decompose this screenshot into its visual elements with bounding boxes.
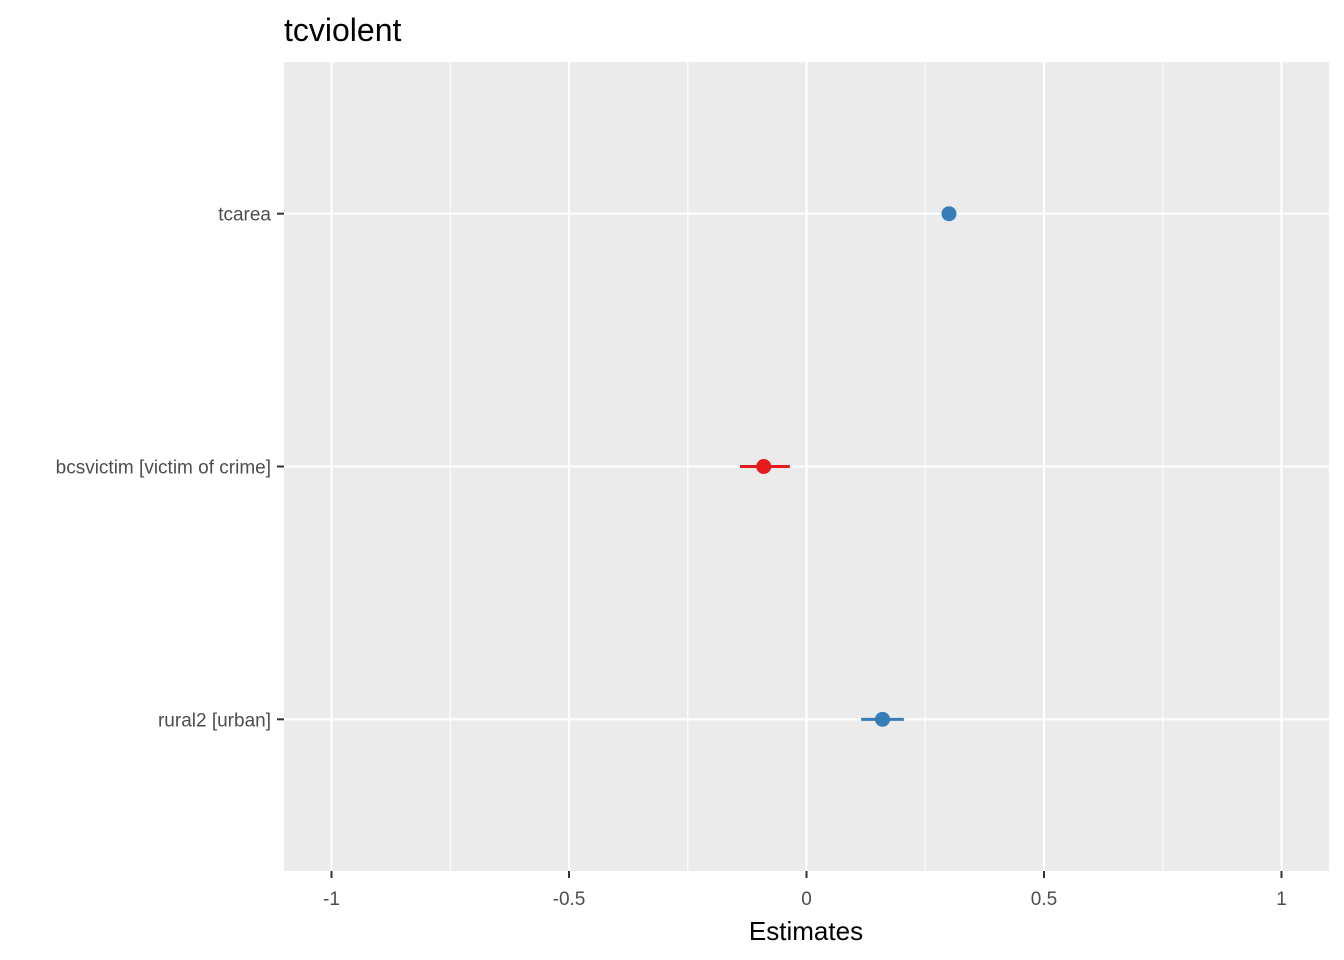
- y-tick-label: bcsvictim [victim of crime]: [56, 458, 271, 479]
- estimate-point: [941, 206, 957, 222]
- x-tick-label: -0.5: [553, 889, 586, 910]
- major-gridlines: [284, 62, 1329, 871]
- estimate-marks: [740, 206, 957, 727]
- y-tick-label: tcarea: [218, 205, 271, 226]
- x-axis: -1 -0.5 0 0.5 1: [323, 871, 1287, 910]
- y-tick-label: rural2 [urban]: [158, 710, 271, 731]
- chart-title: tcviolent: [284, 12, 402, 48]
- x-tick-label: 0: [801, 889, 812, 910]
- x-tick-label: -1: [323, 889, 340, 910]
- y-axis: tcarea bcsvictim [victim of crime] rural2 …: [56, 205, 284, 731]
- estimate-point: [756, 459, 772, 474]
- x-tick-label: 1: [1276, 889, 1287, 910]
- x-tick-label: 0.5: [1031, 889, 1057, 910]
- estimate-point: [875, 711, 890, 727]
- x-axis-title: Estimates: [749, 916, 863, 946]
